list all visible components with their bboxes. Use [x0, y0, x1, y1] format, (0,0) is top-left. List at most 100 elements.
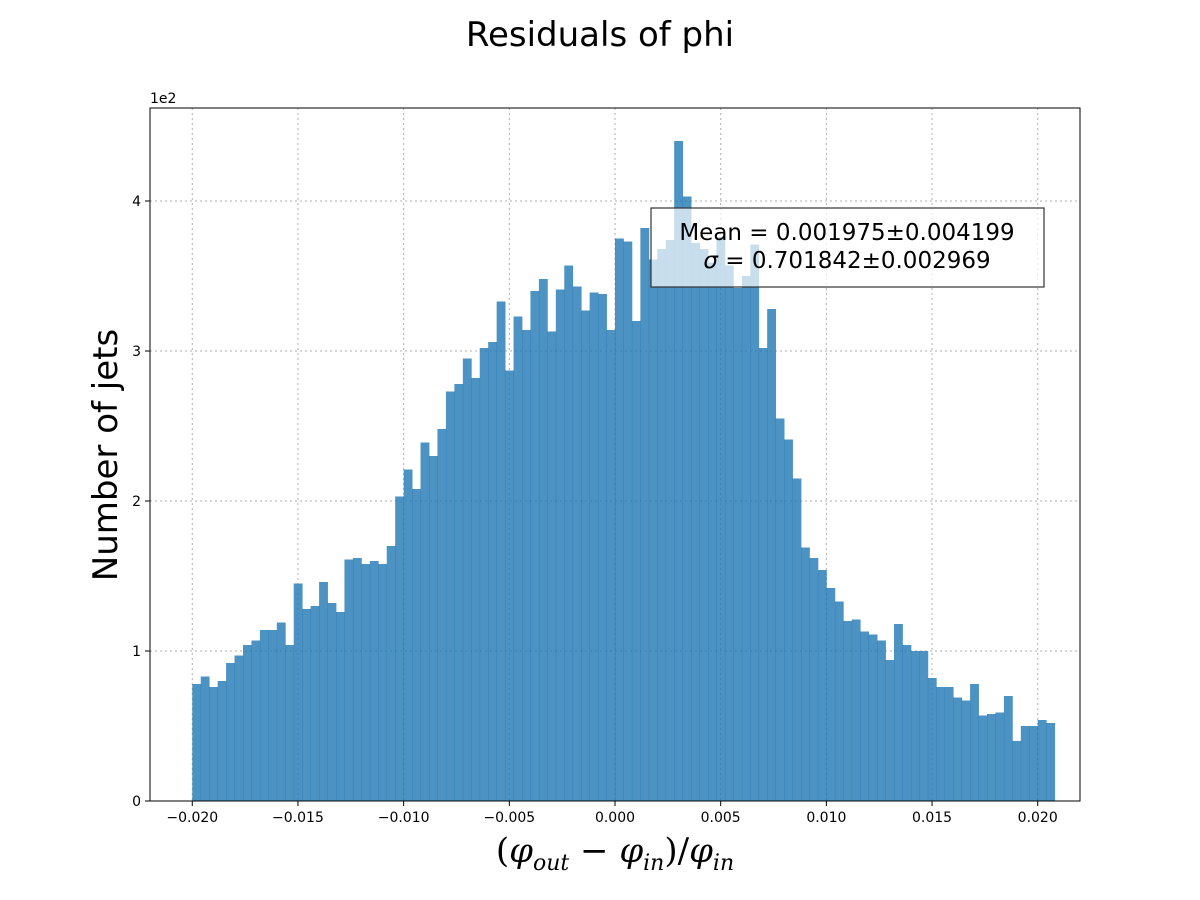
bar-6: [243, 645, 252, 801]
bar-3: [217, 681, 227, 801]
bar-64: [733, 288, 743, 801]
x-tick-label-5: 0.005: [701, 810, 741, 826]
bar-26: [412, 489, 421, 801]
stats-box: Mean = 0.001975±0.004199 σ = 0.701842±0.…: [650, 207, 1045, 288]
bar-92: [970, 684, 979, 801]
bar-32: [462, 358, 472, 801]
bar-46: [581, 310, 591, 801]
bar-23: [386, 546, 396, 801]
bar-30: [445, 391, 455, 801]
bar-22: [378, 564, 388, 801]
y-tick-label-3: 3: [132, 344, 141, 360]
x-axis-label: (φout − φin)/φin: [496, 831, 734, 876]
bar-86: [919, 651, 929, 801]
y-tick-label-2: 2: [132, 494, 141, 510]
bar-49: [606, 330, 616, 801]
x-tick-label-3: −0.005: [483, 810, 535, 826]
bar-50: [615, 238, 624, 801]
bar-19: [352, 558, 362, 801]
bar-55: [657, 249, 667, 801]
bar-54: [648, 259, 658, 801]
bar-100: [1037, 720, 1047, 801]
bar-39: [522, 330, 531, 801]
bar-83: [894, 624, 903, 801]
bar-20: [361, 564, 371, 801]
bar-84: [902, 645, 912, 801]
bar-85: [910, 651, 920, 801]
bar-36: [496, 301, 506, 801]
bar-44: [564, 265, 574, 801]
bar-72: [801, 547, 810, 801]
bar-87: [927, 678, 937, 801]
bar-101: [1046, 723, 1056, 801]
x-label-phi-out: φ: [509, 831, 533, 871]
bar-88: [936, 687, 946, 801]
bar-60: [699, 249, 709, 801]
bar-57: [674, 141, 684, 801]
x-tick-label-8: 0.020: [1018, 810, 1058, 826]
bar-76: [834, 601, 844, 801]
bar-63: [724, 265, 734, 801]
bar-13: [302, 609, 312, 801]
chart-title: Residuals of phi: [466, 15, 734, 55]
x-tick-label-6: 0.010: [806, 810, 846, 826]
bar-52: [631, 321, 641, 801]
x-tick-label-7: 0.015: [912, 810, 952, 826]
bar-33: [471, 378, 481, 801]
x-label-phi-den: φ: [689, 831, 713, 871]
y-tick-label-0: 0: [132, 794, 141, 810]
bar-15: [319, 582, 328, 801]
bar-14: [310, 606, 320, 801]
bar-95: [995, 712, 1005, 801]
x-label-phi-in: φ: [619, 831, 643, 871]
bar-27: [420, 442, 430, 801]
x-label-minus: −: [569, 831, 619, 871]
bar-71: [792, 478, 802, 801]
x-label-sub-out: out: [533, 851, 569, 876]
bar-90: [953, 697, 963, 801]
bar-74: [817, 570, 827, 801]
x-tick-label-2: −0.010: [378, 810, 430, 826]
bar-77: [843, 621, 853, 801]
y-axis-label: Number of jets: [86, 329, 126, 581]
bar-89: [944, 687, 954, 801]
x-axis-ticks: −0.020 −0.015 −0.010 −0.005 0.000 0.005 0.010 0…: [166, 801, 1058, 826]
bar-11: [285, 645, 295, 801]
bar-29: [437, 429, 447, 801]
bar-47: [589, 292, 599, 801]
bar-69: [775, 418, 785, 801]
bar-58: [682, 196, 692, 801]
bar-42: [547, 331, 557, 801]
bar-93: [978, 715, 988, 801]
bar-17: [336, 612, 345, 801]
bar-51: [623, 241, 633, 801]
bar-7: [251, 640, 261, 801]
bar-31: [454, 384, 464, 801]
bar-94: [987, 714, 996, 801]
bar-78: [851, 619, 861, 801]
bar-79: [860, 631, 870, 801]
stats-box-frame: [650, 207, 1045, 288]
x-label-close: )/: [664, 831, 689, 871]
bar-45: [572, 286, 582, 801]
x-tick-label-1: −0.015: [272, 810, 324, 826]
bar-25: [403, 469, 413, 801]
bar-9: [268, 630, 278, 801]
bar-97: [1012, 741, 1022, 801]
stats-mean: Mean = 0.001975±0.004199: [679, 220, 1014, 246]
y-offset-label: 1e2: [150, 91, 176, 107]
bar-28: [429, 456, 438, 801]
bar-68: [767, 309, 777, 801]
histogram-bars: [192, 141, 1056, 801]
bar-16: [327, 603, 337, 801]
bar-75: [826, 588, 836, 801]
bar-81: [877, 640, 886, 801]
bar-66: [750, 244, 760, 801]
bar-56: [665, 240, 675, 801]
bar-43: [555, 289, 565, 801]
bar-48: [598, 294, 607, 801]
x-tick-label-0: −0.020: [166, 810, 218, 826]
bar-65: [741, 276, 751, 801]
bar-62: [716, 237, 726, 801]
